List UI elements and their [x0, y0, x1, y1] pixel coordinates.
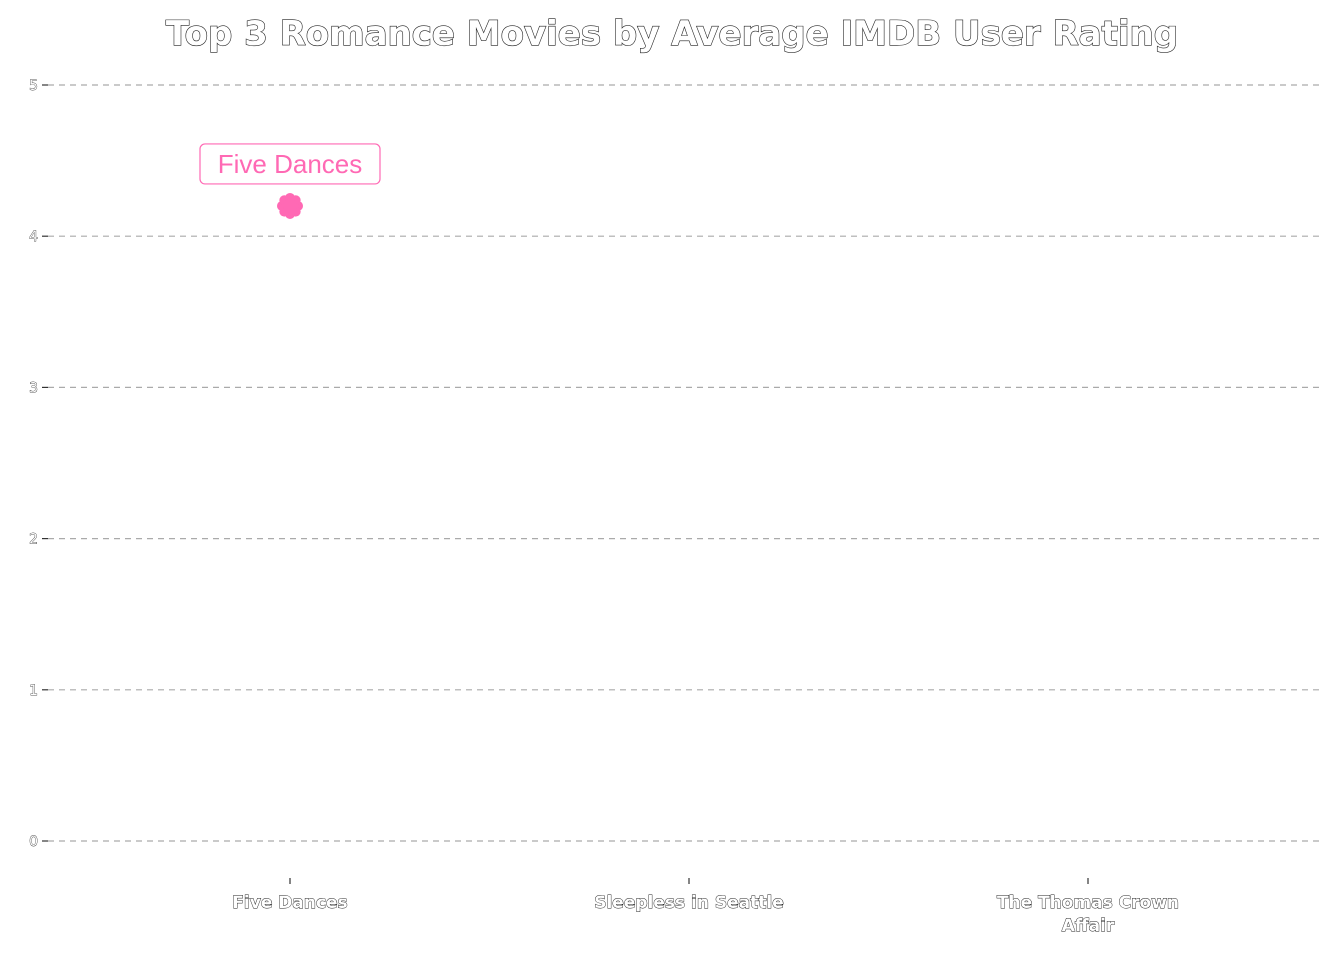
x-tick-label: The Thomas Crown Affair	[997, 893, 1179, 936]
gridlines	[48, 84, 1324, 842]
x-tick-label: Five Dances	[232, 893, 347, 913]
x-tick-label: Sleepless in Seattle	[594, 893, 784, 913]
data-point: Five Dances	[199, 143, 381, 219]
y-tick-label: 4	[29, 229, 38, 245]
y-axis: 0 1 2 3 4 5	[29, 78, 48, 850]
y-tick-label: 1	[29, 683, 38, 699]
y-tick-label: 3	[29, 380, 38, 396]
data-label-box	[199, 143, 381, 185]
y-tick-label: 0	[29, 834, 38, 850]
data-label: Five Dances	[218, 149, 363, 179]
chart-title: Top 3 Romance Movies by Average IMDB Use…	[166, 14, 1178, 54]
x-axis: Five Dances Sleepless in Seattle The Thoma…	[232, 878, 1180, 936]
y-tick-label: 2	[29, 532, 38, 548]
data-points: Five Dances	[199, 143, 381, 219]
y-tick-label: 5	[29, 78, 38, 94]
flower-marker-icon	[277, 192, 303, 219]
